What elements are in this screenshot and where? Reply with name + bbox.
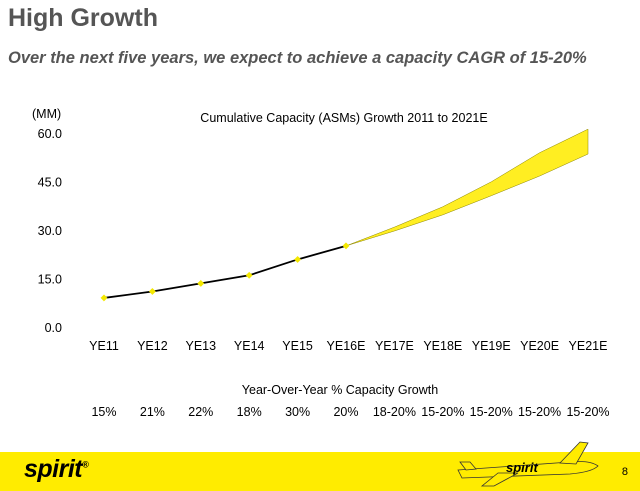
y-axis-unit-label: (MM) xyxy=(32,107,61,121)
yoy-growth-value: 18% xyxy=(236,405,262,419)
yoy-growth-value: 15-20% xyxy=(469,405,513,419)
x-tick-label: YE12 xyxy=(137,339,168,353)
slide-title: High Growth xyxy=(8,4,158,32)
y-tick-label: 60.0 xyxy=(38,127,62,141)
series-line xyxy=(103,245,347,299)
data-point-marker xyxy=(148,287,156,296)
x-tick-label: YE16E xyxy=(327,339,366,353)
data-point-marker xyxy=(100,294,108,302)
y-tick-label: 45.0 xyxy=(38,176,62,190)
spirit-logo: spirit® xyxy=(24,455,89,483)
y-tick-label: 15.0 xyxy=(38,273,62,287)
yoy-growth-value: 15-20% xyxy=(518,405,562,419)
x-tick-label: YE13 xyxy=(186,339,217,353)
yoy-growth-value: 20% xyxy=(333,405,359,419)
x-tick-label: YE20E xyxy=(520,339,559,353)
y-tick-label: 0.0 xyxy=(45,321,62,335)
yoy-growth-value: 21% xyxy=(139,405,165,419)
x-tick-label: YE19E xyxy=(472,339,511,353)
yoy-growth-value: 15% xyxy=(91,405,117,419)
yoy-growth-value: 18-20% xyxy=(372,405,416,419)
slide-subtitle: Over the next five years, we expect to a… xyxy=(8,49,587,67)
capacity-chart: Cumulative Capacity (ASMs) Growth 2011 t… xyxy=(32,107,608,353)
x-tick-label: YE21E xyxy=(569,339,608,353)
x-tick-label: YE17E xyxy=(375,339,414,353)
data-point-marker xyxy=(245,271,253,279)
x-tick-label: YE15 xyxy=(282,339,313,353)
yoy-growth-value: 22% xyxy=(188,405,214,419)
data-point-marker xyxy=(342,242,350,250)
data-point-marker xyxy=(294,255,302,264)
plane-logo-text: spirit xyxy=(506,460,538,475)
x-tick-label: YE14 xyxy=(234,339,265,353)
yoy-growth-title: Year-Over-Year % Capacity Growth xyxy=(241,383,439,397)
yoy-growth-value: 30% xyxy=(285,405,311,419)
yoy-growth-value: 15-20% xyxy=(421,405,465,419)
x-tick-label: YE18E xyxy=(423,339,462,353)
airplane-icon: spirit xyxy=(457,441,599,487)
chart-title: Cumulative Capacity (ASMs) Growth 2011 t… xyxy=(200,111,487,125)
x-tick-label: YE11 xyxy=(89,339,119,353)
data-point-marker xyxy=(197,279,205,287)
projection-band xyxy=(345,128,589,247)
page-number: 8 xyxy=(621,466,628,478)
yoy-growth-value: 15-20% xyxy=(566,405,610,419)
y-tick-label: 30.0 xyxy=(38,224,62,238)
